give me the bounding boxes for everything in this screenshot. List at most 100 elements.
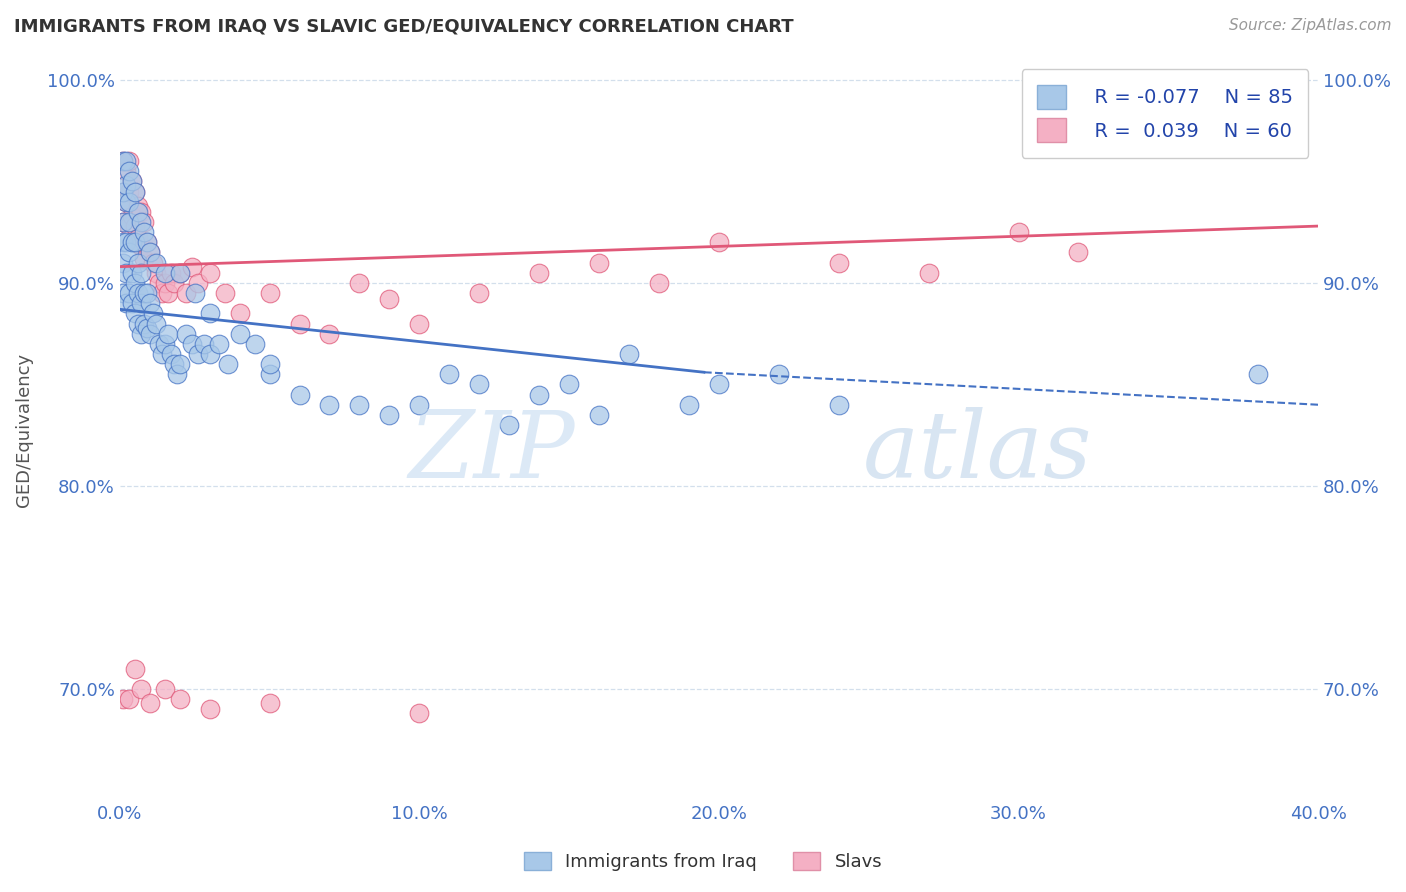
Point: [114, 194, 136, 209]
Point: [145, 255, 167, 269]
Point: [111, 215, 134, 229]
Point: [111, 185, 134, 199]
Text: ZIP: ZIP: [409, 408, 575, 498]
Point: [174, 326, 197, 341]
Point: [132, 215, 155, 229]
Point: [588, 255, 610, 269]
Legend:   R = -0.077    N = 85,   R =  0.039    N = 60: R = -0.077 N = 85, R = 0.039 N = 60: [1022, 70, 1309, 158]
Point: [135, 235, 157, 250]
Point: [198, 306, 221, 320]
Point: [349, 276, 371, 290]
Point: [468, 377, 491, 392]
Point: [129, 326, 152, 341]
Point: [468, 286, 491, 301]
Point: [1067, 245, 1090, 260]
Point: [153, 266, 176, 280]
Point: [121, 209, 143, 223]
Point: [127, 231, 149, 245]
Point: [156, 286, 179, 301]
Point: [135, 286, 157, 301]
Point: [207, 336, 229, 351]
Point: [138, 245, 160, 260]
Point: [768, 368, 790, 382]
Y-axis label: GED/Equivalency: GED/Equivalency: [15, 353, 32, 508]
Point: [349, 398, 371, 412]
Point: [114, 296, 136, 310]
Point: [129, 296, 152, 310]
Point: [214, 286, 236, 301]
Point: [648, 276, 671, 290]
Point: [378, 408, 401, 422]
Point: [828, 255, 851, 269]
Point: [153, 276, 176, 290]
Point: [558, 377, 581, 392]
Point: [132, 225, 155, 239]
Point: [129, 215, 152, 229]
Point: [118, 164, 141, 178]
Point: [129, 266, 152, 280]
Point: [132, 286, 155, 301]
Point: [153, 336, 176, 351]
Point: [111, 154, 134, 169]
Point: [111, 154, 134, 169]
Point: [183, 286, 205, 301]
Point: [228, 306, 250, 320]
Point: [498, 417, 520, 432]
Point: [678, 398, 700, 412]
Point: [588, 408, 610, 422]
Point: [169, 357, 191, 371]
Point: [124, 219, 146, 233]
Point: [198, 266, 221, 280]
Point: [163, 276, 186, 290]
Point: [408, 317, 430, 331]
Point: [318, 326, 340, 341]
Point: [259, 368, 281, 382]
Point: [114, 178, 136, 193]
Point: [114, 194, 136, 209]
Point: [118, 692, 141, 706]
Point: [129, 681, 152, 696]
Point: [118, 245, 141, 260]
Point: [124, 185, 146, 199]
Point: [217, 357, 239, 371]
Point: [169, 266, 191, 280]
Point: [145, 266, 167, 280]
Point: [132, 252, 155, 266]
Point: [169, 692, 191, 706]
Point: [828, 398, 851, 412]
Text: atlas: atlas: [863, 408, 1092, 498]
Point: [138, 245, 160, 260]
Point: [180, 336, 202, 351]
Point: [111, 692, 134, 706]
Point: [121, 266, 143, 280]
Point: [527, 387, 550, 401]
Point: [138, 296, 160, 310]
Point: [124, 276, 146, 290]
Point: [259, 286, 281, 301]
Text: IMMIGRANTS FROM IRAQ VS SLAVIC GED/EQUIVALENCY CORRELATION CHART: IMMIGRANTS FROM IRAQ VS SLAVIC GED/EQUIV…: [14, 18, 793, 36]
Point: [156, 326, 179, 341]
Point: [138, 696, 160, 710]
Point: [118, 286, 141, 301]
Point: [124, 185, 146, 199]
Point: [118, 194, 141, 209]
Point: [142, 255, 165, 269]
Point: [617, 347, 640, 361]
Point: [138, 326, 160, 341]
Point: [111, 215, 134, 229]
Point: [111, 255, 134, 269]
Point: [163, 357, 186, 371]
Point: [118, 219, 141, 233]
Point: [124, 306, 146, 320]
Point: [198, 702, 221, 716]
Point: [118, 215, 141, 229]
Point: [121, 235, 143, 250]
Point: [118, 154, 141, 169]
Point: [153, 681, 176, 696]
Point: [111, 235, 134, 250]
Point: [150, 286, 173, 301]
Point: [408, 398, 430, 412]
Point: [121, 296, 143, 310]
Point: [527, 266, 550, 280]
Point: [118, 185, 141, 199]
